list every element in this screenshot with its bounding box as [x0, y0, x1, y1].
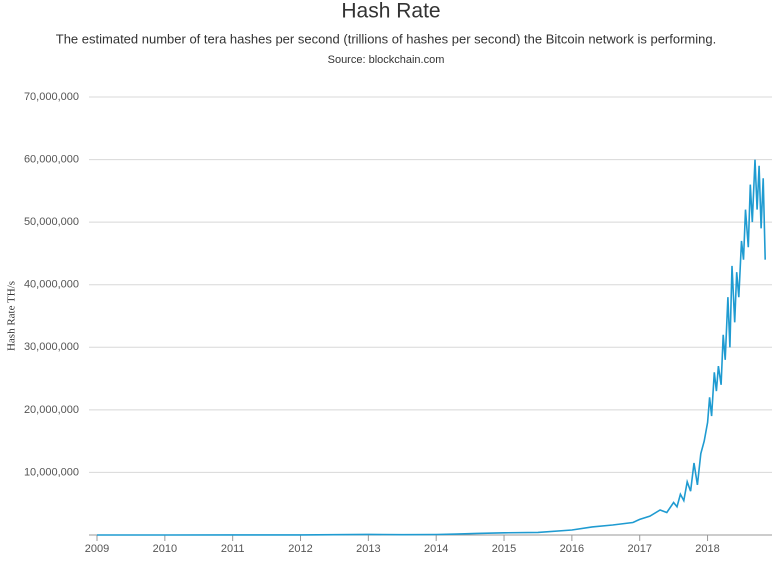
y-tick-label: 20,000,000	[24, 404, 79, 416]
y-tick-label: 60,000,000	[24, 153, 79, 165]
chart-title: Hash Rate	[341, 0, 440, 23]
chart-source: Source: blockchain.com	[328, 54, 445, 66]
x-tick-label: 2009	[85, 543, 109, 555]
x-tick-label: 2013	[356, 543, 380, 555]
y-tick-label: 10,000,000	[24, 466, 79, 478]
x-tick-label: 2012	[288, 543, 312, 555]
x-tick-label: 2011	[221, 543, 245, 555]
x-tick-label: 2014	[424, 543, 448, 555]
data-line	[97, 159, 766, 536]
y-tick-label: 70,000,000	[24, 91, 79, 103]
x-tick-label: 2010	[153, 543, 177, 555]
x-tick-label: 2018	[695, 543, 719, 555]
y-tick-label: 30,000,000	[24, 341, 79, 353]
chart-subtitle: The estimated number of tera hashes per …	[56, 31, 716, 46]
y-tick-label: 50,000,000	[24, 216, 79, 228]
x-tick-label: 2016	[560, 543, 584, 555]
x-tick-label: 2017	[627, 543, 651, 555]
x-tick-label: 2015	[492, 543, 516, 555]
y-axis-label: Hash Rate TH/s	[6, 281, 18, 351]
y-tick-label: 40,000,000	[24, 279, 79, 291]
